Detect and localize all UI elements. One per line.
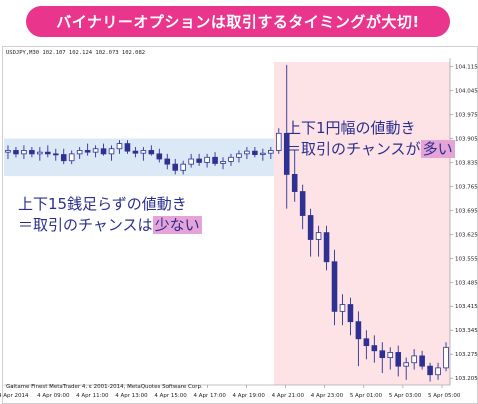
time-tick-label: 5 Apr 01:00 xyxy=(350,393,383,399)
callout-trend-line1: 上下1円幅の値動き xyxy=(286,119,416,137)
price-tick-label: 104.045 xyxy=(455,89,478,95)
bull-candle xyxy=(21,150,27,155)
bear-candle xyxy=(132,150,139,154)
bull-candle xyxy=(220,161,226,164)
time-tick-label: 4 Apr 09:00 xyxy=(37,393,70,399)
bear-candle xyxy=(212,156,218,164)
bear-candle xyxy=(156,153,163,160)
bear-candle xyxy=(307,215,314,240)
bear-candle xyxy=(60,154,67,162)
time-tick-label: 4 Apr 2014 xyxy=(0,393,29,399)
bear-candle xyxy=(252,150,258,155)
bear-candle xyxy=(299,191,306,216)
time-tick-label: 4 Apr 13:00 xyxy=(115,393,148,399)
bear-candle xyxy=(347,304,354,323)
bear-candle xyxy=(395,352,402,367)
bear-candle xyxy=(45,151,51,155)
bear-candle xyxy=(427,365,433,376)
time-tick-label: 4 Apr 15:00 xyxy=(154,393,187,399)
time-tick-label: 4 Apr 21:00 xyxy=(272,393,305,399)
callout-sideways-prefix: ＝取引のチャンスは xyxy=(18,216,153,234)
bear-candle xyxy=(124,143,131,152)
bear-candle xyxy=(379,350,386,359)
bear-candle xyxy=(172,163,179,171)
bear-candle xyxy=(196,158,202,163)
bull-candle xyxy=(108,148,115,155)
price-tick-label: 103.555 xyxy=(455,256,478,262)
price-tick-label: 103.275 xyxy=(455,352,478,358)
callout-trend-line2: ＝取引のチャンスが 多い xyxy=(286,139,455,160)
price-tick-label: 103.415 xyxy=(455,304,478,310)
bull-candle xyxy=(275,132,282,151)
time-tick-label: 4 Apr 23:00 xyxy=(311,393,344,399)
bear-candle xyxy=(84,150,91,153)
time-tick-label: 4 Apr 17:00 xyxy=(193,393,226,399)
bull-candle xyxy=(403,362,409,367)
price-tick-label: 103.765 xyxy=(455,184,478,190)
bull-candle xyxy=(244,150,250,155)
bear-candle xyxy=(371,345,378,352)
bull-candle xyxy=(76,150,83,155)
price-tick-label: 103.835 xyxy=(455,160,478,166)
bear-candle xyxy=(164,158,171,165)
bear-candle xyxy=(363,338,370,347)
time-tick-label: 5 Apr 03:00 xyxy=(389,393,422,399)
bear-candle xyxy=(323,232,330,263)
bull-candle xyxy=(188,158,194,165)
bull-candle xyxy=(140,150,147,154)
symbol-label: USDJPY,M30 102.107 102.124 102.073 102.0… xyxy=(6,50,146,56)
bull-candle xyxy=(443,346,449,369)
callout-sideways-line2: ＝取引のチャンスは 少ない xyxy=(18,215,202,236)
bull-candle xyxy=(339,304,346,312)
bull-candle xyxy=(268,150,274,154)
bear-candle xyxy=(13,150,19,155)
bear-candle xyxy=(331,261,338,312)
bear-candle xyxy=(100,148,107,155)
bear-candle xyxy=(52,153,59,156)
callout-trend-prefix: ＝取引のチャンスが xyxy=(286,140,421,158)
bull-candle xyxy=(260,152,266,155)
bull-candle xyxy=(228,156,234,162)
price-tick-label: 103.485 xyxy=(455,280,478,286)
copyright-text: Gaitame Finest MetaTrader 4, c 2001-2014… xyxy=(6,384,203,390)
bull-candle xyxy=(387,352,394,359)
price-tick-label: 104.115 xyxy=(455,65,478,71)
time-tick-label: 4 Apr 19:00 xyxy=(233,393,266,399)
bull-candle xyxy=(204,156,210,163)
bull-candle xyxy=(180,163,186,171)
time-tick-label: 5 Apr 05:00 xyxy=(428,393,461,399)
callout-sideways-line1: 上下15銭足らずの値動き xyxy=(18,195,187,213)
bull-candle xyxy=(5,150,11,153)
title-banner-text: バイナリーオプションは取引するタイミングが大切! xyxy=(56,13,420,31)
bear-candle xyxy=(283,132,290,175)
price-tick-label: 103.625 xyxy=(455,232,478,238)
bear-candle xyxy=(355,321,362,340)
callout-sideways-highlight: 少ない xyxy=(152,216,202,234)
bull-candle xyxy=(68,153,75,162)
bull-candle xyxy=(435,367,441,376)
trend-zone-highlight xyxy=(273,62,450,385)
callout-trend: 上下1円幅の値動き ＝取引のチャンスが 多い xyxy=(286,118,455,160)
price-tick-label: 103.205 xyxy=(455,376,478,382)
price-tick-label: 103.905 xyxy=(455,136,478,142)
title-banner: バイナリーオプションは取引するタイミングが大切! xyxy=(26,6,450,37)
bear-candle xyxy=(419,355,425,367)
bull-candle xyxy=(411,355,417,364)
bear-candle xyxy=(29,150,35,155)
bear-candle xyxy=(148,150,155,155)
bull-candle xyxy=(315,232,322,240)
bear-candle xyxy=(291,174,298,192)
bull-candle xyxy=(37,151,43,155)
price-tick-label: 103.695 xyxy=(455,208,478,214)
time-tick-label: 4 Apr 11:00 xyxy=(76,393,109,399)
price-tick-label: 103.975 xyxy=(455,112,478,118)
price-tick-label: 103.345 xyxy=(455,328,478,334)
bull-candle xyxy=(116,143,123,150)
callout-trend-highlight: 多い xyxy=(420,140,455,158)
bull-candle xyxy=(92,148,99,153)
callout-sideways: 上下15銭足らずの値動き ＝取引のチャンスは 少ない xyxy=(18,194,202,236)
bull-candle xyxy=(236,153,242,158)
